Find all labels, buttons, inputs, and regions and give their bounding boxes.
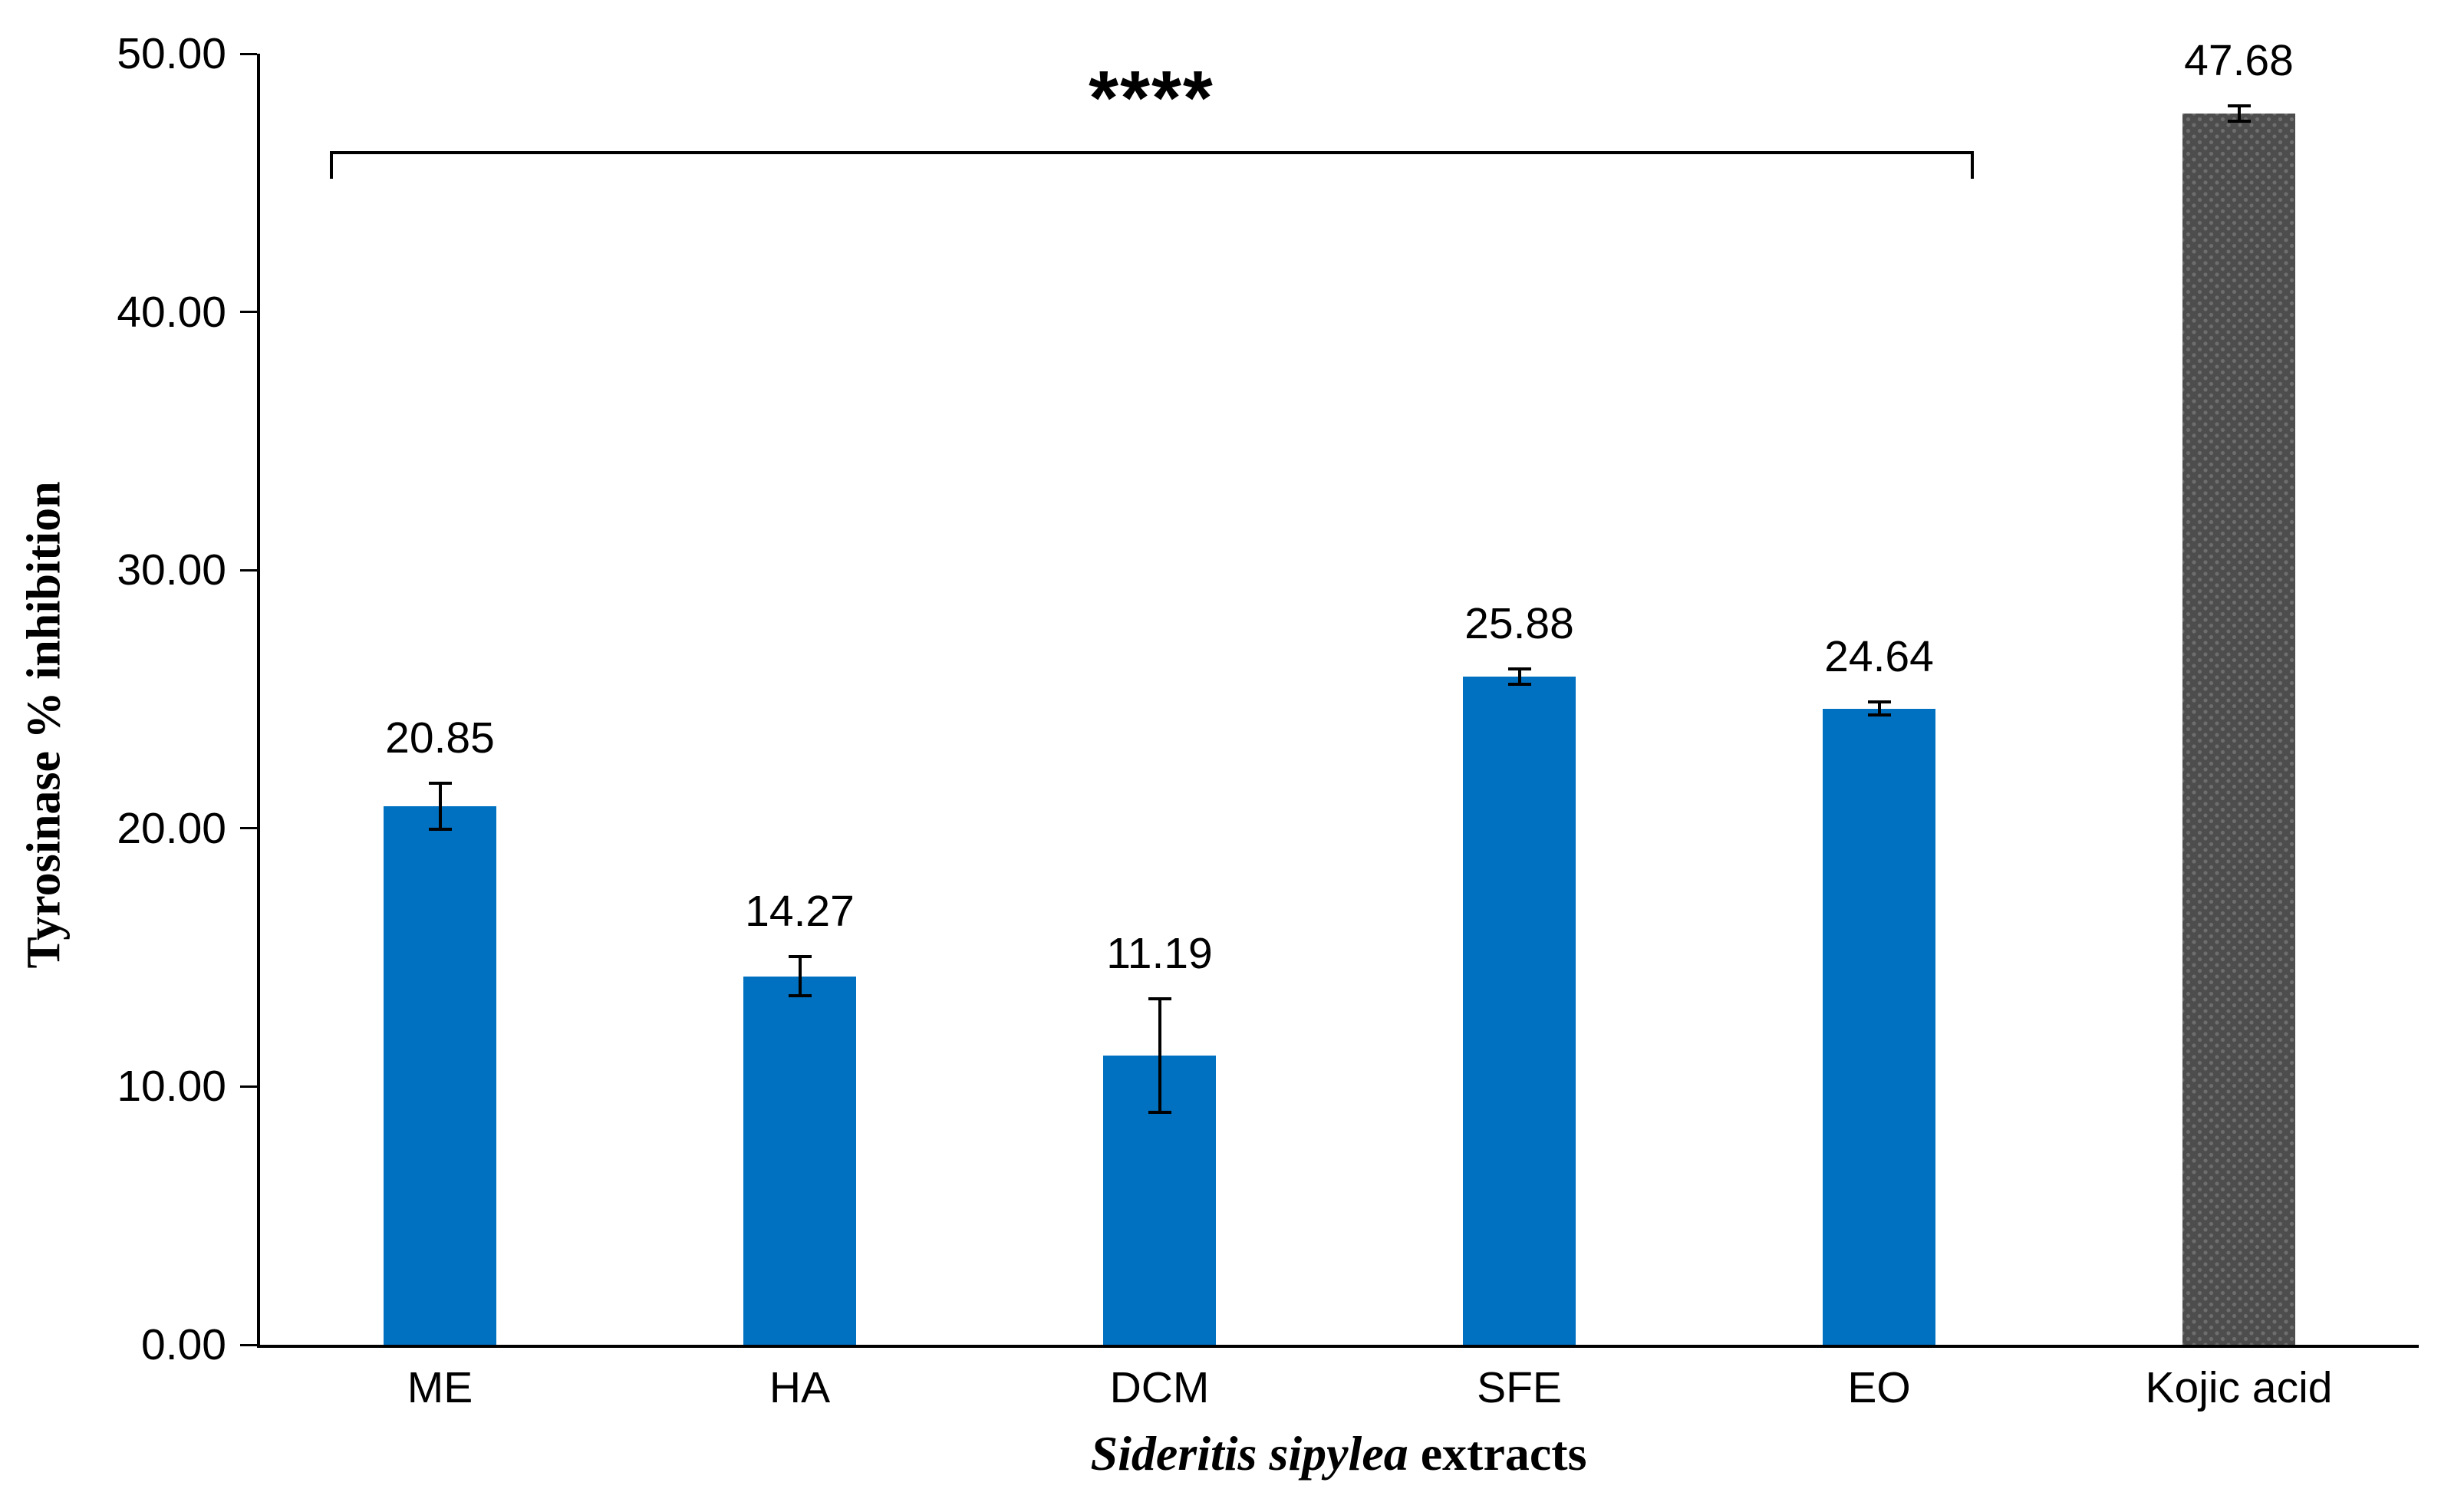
error-bar-cap	[788, 993, 812, 997]
x-category-label: SFE	[1477, 1363, 1562, 1412]
error-bar-cap	[1507, 667, 1531, 670]
x-category-label: ME	[407, 1363, 473, 1412]
error-bar-cap	[1148, 1111, 1171, 1115]
x-axis-title-species: Sideritis sipylea	[1090, 1426, 1408, 1481]
y-tick-mark	[240, 311, 257, 314]
y-tick-mark	[240, 827, 257, 830]
significance-stars-label: ****	[1089, 55, 1214, 141]
y-tick-label: 50.00	[117, 29, 226, 78]
bar-value-label: 25.88	[1464, 598, 1574, 648]
error-bar-line	[2237, 105, 2241, 122]
bar-value-label: 14.27	[745, 887, 855, 937]
bar-value-label: 24.64	[1824, 632, 1934, 682]
error-bar-cap	[428, 781, 452, 785]
error-bar-cap	[1148, 997, 1171, 1001]
y-tick-label: 0.00	[141, 1320, 226, 1369]
bar-ha	[743, 976, 856, 1345]
bar-sfe	[1463, 676, 1576, 1345]
error-bar-cap	[1867, 713, 1891, 717]
y-tick-label: 20.00	[117, 803, 226, 853]
error-bar-cap	[788, 955, 812, 959]
y-tick-mark	[240, 568, 257, 572]
error-bar-line	[438, 782, 442, 830]
bar-value-label: 47.68	[2184, 35, 2294, 85]
error-bar-line	[1517, 668, 1521, 684]
x-axis-title-rest: extracts	[1408, 1426, 1587, 1481]
error-bar-line	[1158, 999, 1161, 1113]
bar-kojic-acid	[2182, 114, 2295, 1345]
bar-eo	[1823, 708, 1935, 1345]
x-category-label: Kojic acid	[2145, 1363, 2333, 1412]
error-bar-cap	[2227, 120, 2251, 124]
error-bar-cap	[1507, 682, 1531, 686]
x-axis-line	[257, 1345, 2419, 1348]
error-bar-cap	[1867, 700, 1891, 704]
bar-value-label: 11.19	[1106, 929, 1213, 979]
error-bar-cap	[2227, 104, 2251, 107]
y-tick-mark	[240, 1343, 257, 1346]
y-tick-label: 10.00	[117, 1062, 226, 1112]
error-bar-line	[798, 957, 802, 996]
significance-bracket-left-tick	[330, 151, 333, 179]
y-tick-label: 30.00	[117, 545, 226, 595]
bar-me	[384, 806, 496, 1345]
x-axis-title: Sideritis sipylea extracts	[1091, 1428, 1587, 1479]
significance-bracket-right-tick	[1971, 151, 1974, 179]
bar-value-label: 20.85	[385, 713, 495, 763]
significance-bracket-line	[330, 151, 1974, 154]
x-category-label: EO	[1847, 1363, 1911, 1412]
x-category-label: DCM	[1109, 1363, 1210, 1412]
y-tick-mark	[240, 1085, 257, 1088]
x-category-label: HA	[769, 1363, 831, 1412]
y-tick-mark	[240, 52, 257, 55]
error-bar-cap	[428, 828, 452, 832]
error-bar-line	[1877, 702, 1881, 716]
y-axis-title: Tyrosinase % inhibition	[18, 481, 71, 969]
y-tick-label: 40.00	[117, 287, 226, 337]
y-axis-line	[257, 54, 260, 1348]
